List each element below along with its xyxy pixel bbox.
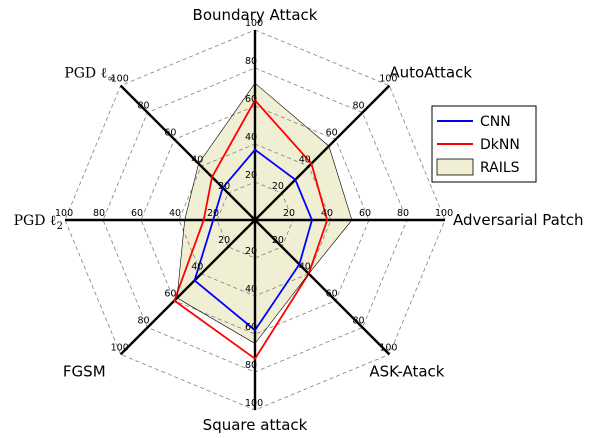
tick-label: 60 xyxy=(164,289,176,300)
axis-title-autoattack: AutoAttack xyxy=(389,64,472,82)
series-fill-layer xyxy=(177,83,352,344)
tick-label: 40 xyxy=(169,208,181,219)
series-line-dknn xyxy=(173,98,329,360)
tick-label: 20 xyxy=(245,170,257,181)
tick-label: 80 xyxy=(138,315,150,326)
axis-line-fgsm xyxy=(119,219,256,356)
axis-title-boundary-attack: Boundary Attack xyxy=(193,6,318,24)
tick-label: 60 xyxy=(245,94,257,105)
tick-label: 20 xyxy=(218,181,230,192)
tick-label: 100 xyxy=(379,342,397,353)
series-fill-rails xyxy=(177,83,352,344)
legend-label-dknn: DkNN xyxy=(480,137,520,153)
axis-line-pgd xyxy=(119,84,256,221)
axis-title-adversarial-patch: Adversarial Patch xyxy=(453,211,583,229)
tick-label: 40 xyxy=(245,132,257,143)
tick-label: 20 xyxy=(218,235,230,246)
series-layer xyxy=(173,82,353,360)
axis-title-ask-atack: ASK-Atack xyxy=(369,362,444,380)
axis-title-square-attack: Square attack xyxy=(203,416,308,434)
series-line-cnn xyxy=(193,148,313,332)
tick-label: 100 xyxy=(435,208,453,219)
axis-line-autoattack xyxy=(254,84,391,221)
axis-line-ask-atack xyxy=(254,219,391,356)
series-line-rails xyxy=(176,82,353,344)
legend: CNN DkNN RAILS xyxy=(431,105,537,183)
tick-label: 20 xyxy=(272,235,284,246)
axis-title-fgsm: FGSM xyxy=(63,362,106,380)
legend-label-cnn: CNN xyxy=(480,114,511,130)
tick-label: 60 xyxy=(245,322,257,333)
tick-label: 100 xyxy=(245,18,263,29)
tick-label: 80 xyxy=(245,360,257,371)
legend-label-rails: RAILS xyxy=(480,160,520,176)
tick-label: 80 xyxy=(93,208,105,219)
tick-label: 80 xyxy=(352,315,364,326)
tick-label: 100 xyxy=(111,342,129,353)
tick-label: 100 xyxy=(245,398,263,409)
tick-label: 60 xyxy=(326,127,338,138)
axes-layer xyxy=(65,30,445,410)
tick-label: 60 xyxy=(326,289,338,300)
tick-label: 40 xyxy=(299,154,311,165)
tick-label: 100 xyxy=(55,208,73,219)
tick-label: 40 xyxy=(191,154,203,165)
tick-label: 100 xyxy=(111,74,129,85)
tick-label: 80 xyxy=(138,101,150,112)
tick-label: 40 xyxy=(321,208,333,219)
tick-label: 20 xyxy=(245,246,257,257)
tick-label: 60 xyxy=(359,208,371,219)
axis-title-pgd: PGD ℓ∞ xyxy=(64,66,115,85)
tick-label: 20 xyxy=(283,208,295,219)
tick-label: 100 xyxy=(379,74,397,85)
tick-label: 60 xyxy=(131,208,143,219)
tick-label: 80 xyxy=(245,56,257,67)
tick-label: 80 xyxy=(352,101,364,112)
grid-ring-20 xyxy=(216,181,294,259)
tick-label: 20 xyxy=(207,208,219,219)
tick-label: 80 xyxy=(397,208,409,219)
tick-label: 40 xyxy=(245,284,257,295)
legend-swatch-rails xyxy=(436,158,474,176)
tick-label: 60 xyxy=(164,127,176,138)
tick-label: 40 xyxy=(191,262,203,273)
tick-label: 20 xyxy=(272,181,284,192)
tick-label-layer: 20 40 60 80 100 20 40 60 80 100 20 40 60 80 100 20 40 60 8… xyxy=(55,18,453,409)
axis-title-layer: Boundary Attack AutoAttack Adversarial Pat… xyxy=(14,6,584,434)
tick-label: 40 xyxy=(299,262,311,273)
axis-title-pgd: PGD ℓ2 xyxy=(14,213,63,232)
grid-ring-60 xyxy=(140,105,370,335)
